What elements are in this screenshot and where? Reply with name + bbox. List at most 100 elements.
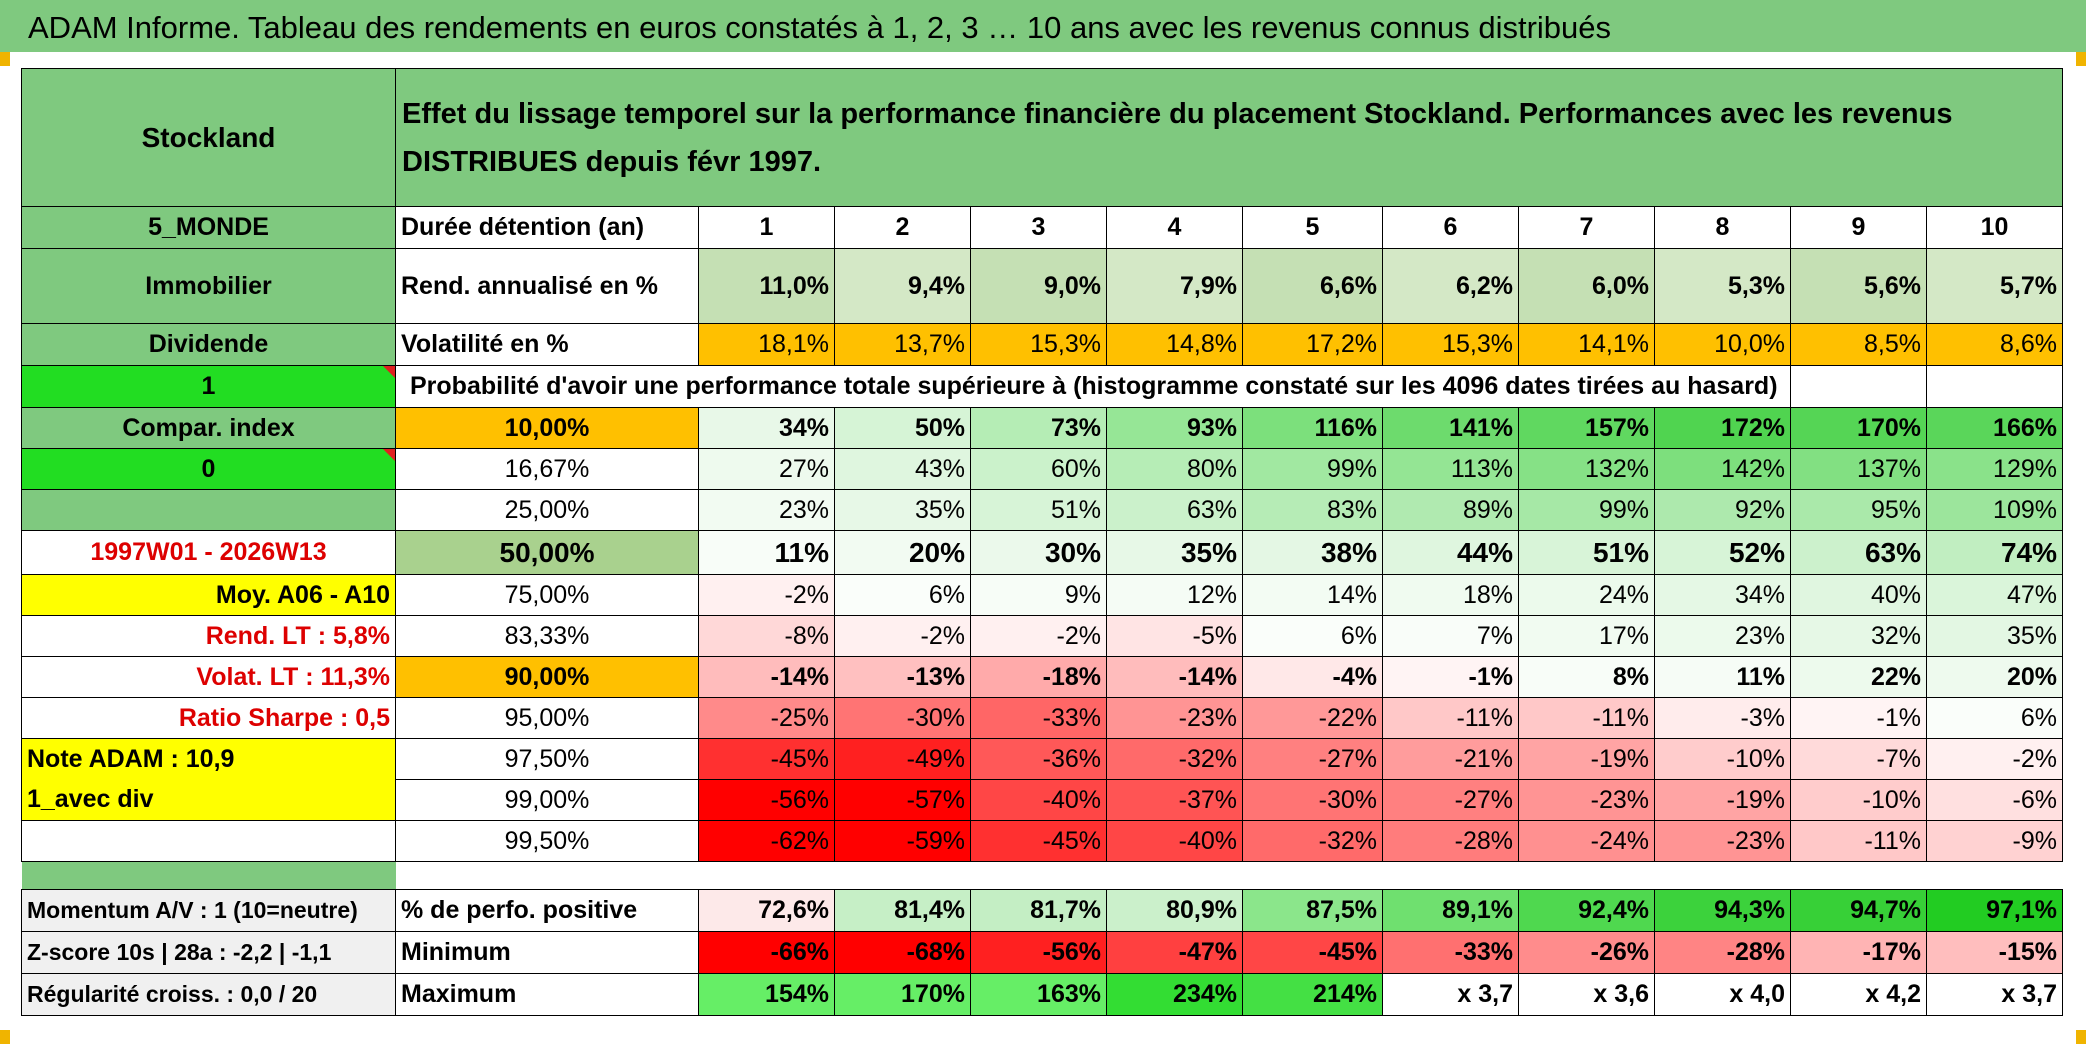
probability-cell: 63%: [1106, 489, 1243, 531]
year-header: 8: [1654, 206, 1791, 249]
avec-div-label: 1_avec div: [21, 779, 396, 821]
probability-cell: 6%: [1926, 697, 2063, 739]
annualized-return-cell: 6,6%: [1242, 248, 1383, 324]
positive-perf-cell: 81,4%: [834, 889, 971, 932]
probability-row: 1997W01 - 2026W13 50,00% 11% 20% 30% 35% 38% 44…: [21, 530, 2063, 575]
report-title: ADAM Informe. Tableau des rendements en …: [0, 0, 2086, 52]
maximum-cell: x 3,6: [1518, 973, 1655, 1016]
volatility-cell: 14,1%: [1518, 323, 1655, 366]
probability-cell: 34%: [1654, 574, 1791, 616]
probability-cell: -14%: [1106, 656, 1243, 698]
probability-cell: 8%: [1518, 656, 1655, 698]
probability-cell: 47%: [1926, 574, 2063, 616]
probability-cell: 113%: [1382, 448, 1519, 490]
probability-cell: -2%: [1926, 738, 2063, 780]
probability-cell: 109%: [1926, 489, 2063, 531]
minimum-cell: -66%: [698, 931, 835, 974]
probability-cell: 34%: [698, 407, 835, 449]
year-header: 10: [1926, 206, 2063, 249]
year-header: 1: [698, 206, 835, 249]
flag-zero-cell: 0: [21, 448, 396, 490]
probability-cell: 50%: [834, 407, 971, 449]
probability-cell: -57%: [834, 779, 971, 821]
threshold-cell: 99,00%: [395, 779, 699, 821]
probability-cell: -1%: [1382, 656, 1519, 698]
blank-label: [21, 820, 396, 862]
positive-perf-label: % de perfo. positive: [395, 889, 699, 932]
threshold-cell: 83,33%: [395, 615, 699, 657]
volatility-cell: 8,5%: [1790, 323, 1927, 366]
probability-cell: 89%: [1382, 489, 1519, 531]
probability-cell: 30%: [970, 530, 1107, 575]
positive-perf-cell: 92,4%: [1518, 889, 1655, 932]
probability-cell: -6%: [1926, 779, 2063, 821]
probability-cell: -40%: [970, 779, 1107, 821]
probability-cell: -5%: [1106, 615, 1243, 657]
blank-label: [21, 489, 396, 531]
probability-cell: -33%: [970, 697, 1107, 739]
minimum-cell: -56%: [970, 931, 1107, 974]
probability-cell: -30%: [834, 697, 971, 739]
positive-perf-cell: 87,5%: [1242, 889, 1383, 932]
probability-cell: 99%: [1242, 448, 1383, 490]
probability-cell: 44%: [1382, 530, 1519, 575]
probability-cell: 32%: [1790, 615, 1927, 657]
probability-cell: 166%: [1926, 407, 2063, 449]
probability-cell: 43%: [834, 448, 971, 490]
minimum-label: Minimum: [395, 931, 699, 974]
spacer-cell: [396, 862, 2063, 890]
probability-cell: -2%: [698, 574, 835, 616]
probability-cell: 27%: [698, 448, 835, 490]
probability-cell: 137%: [1790, 448, 1927, 490]
probability-row: 1_avec div 99,00% -56% -57% -40% -37% -30% -27%…: [21, 779, 2063, 821]
annualized-return-cell: 5,3%: [1654, 248, 1791, 324]
annualized-return-cell: 7,9%: [1106, 248, 1243, 324]
probability-cell: -24%: [1518, 820, 1655, 862]
type-label: Dividende: [21, 323, 396, 366]
regularity-label: Régularité croiss. : 0,0 / 20: [21, 973, 396, 1016]
probability-cell: -45%: [698, 738, 835, 780]
maximum-label: Maximum: [395, 973, 699, 1016]
probability-cell: 6%: [1242, 615, 1383, 657]
annualized-return-cell: 6,2%: [1382, 248, 1519, 324]
probability-cell: -27%: [1242, 738, 1383, 780]
period-label: 1997W01 - 2026W13: [21, 530, 396, 575]
corner-marker-bottom-right: [2076, 1030, 2086, 1044]
probability-cell: -18%: [970, 656, 1107, 698]
probability-cell: -23%: [1518, 779, 1655, 821]
maximum-cell: 170%: [834, 973, 971, 1016]
threshold-cell: 97,50%: [395, 738, 699, 780]
volatility-cell: 14,8%: [1106, 323, 1243, 366]
annualized-return-label: Rend. annualisé en %: [395, 248, 699, 324]
probability-cell: 80%: [1106, 448, 1243, 490]
zscore-label: Z-score 10s | 28a : -2,2 | -1,1: [21, 931, 396, 974]
maximum-cell: 154%: [698, 973, 835, 1016]
maximum-cell: 214%: [1242, 973, 1383, 1016]
probability-cell: 157%: [1518, 407, 1655, 449]
probability-cell: -59%: [834, 820, 971, 862]
probability-row: Ratio Sharpe : 0,5 95,00% -25% -30% -33% -23%…: [21, 697, 2063, 739]
region-label: 5_MONDE: [21, 206, 396, 249]
probability-cell: -13%: [834, 656, 971, 698]
probability-cell: 142%: [1654, 448, 1791, 490]
probability-row: 25,00% 23% 35% 51% 63% 83% 89% 99% 92% 95% 109%: [21, 489, 2063, 531]
annualized-return-cell: 11,0%: [698, 248, 835, 324]
maximum-cell: x 4,2: [1790, 973, 1927, 1016]
annualized-return-cell: 5,7%: [1926, 248, 2063, 324]
table-header-text: Effet du lissage temporel sur la perform…: [395, 68, 2063, 207]
probability-cell: 18%: [1382, 574, 1519, 616]
positive-perf-cell: 94,3%: [1654, 889, 1791, 932]
positive-perf-cell: 94,7%: [1790, 889, 1927, 932]
probability-cell: -1%: [1790, 697, 1927, 739]
probability-cell: -32%: [1242, 820, 1383, 862]
probability-cell: 63%: [1790, 530, 1927, 575]
year-header: 3: [970, 206, 1107, 249]
probability-cell: -45%: [970, 820, 1107, 862]
probability-cell: -23%: [1654, 820, 1791, 862]
probability-cell: -19%: [1654, 779, 1791, 821]
volatility-cell: 10,0%: [1654, 323, 1791, 366]
volat-lt-label: Volat. LT : 11,3%: [21, 656, 396, 698]
corner-marker-top-right: [2076, 52, 2086, 66]
probability-cell: -11%: [1382, 697, 1519, 739]
maximum-cell: x 4,0: [1654, 973, 1791, 1016]
